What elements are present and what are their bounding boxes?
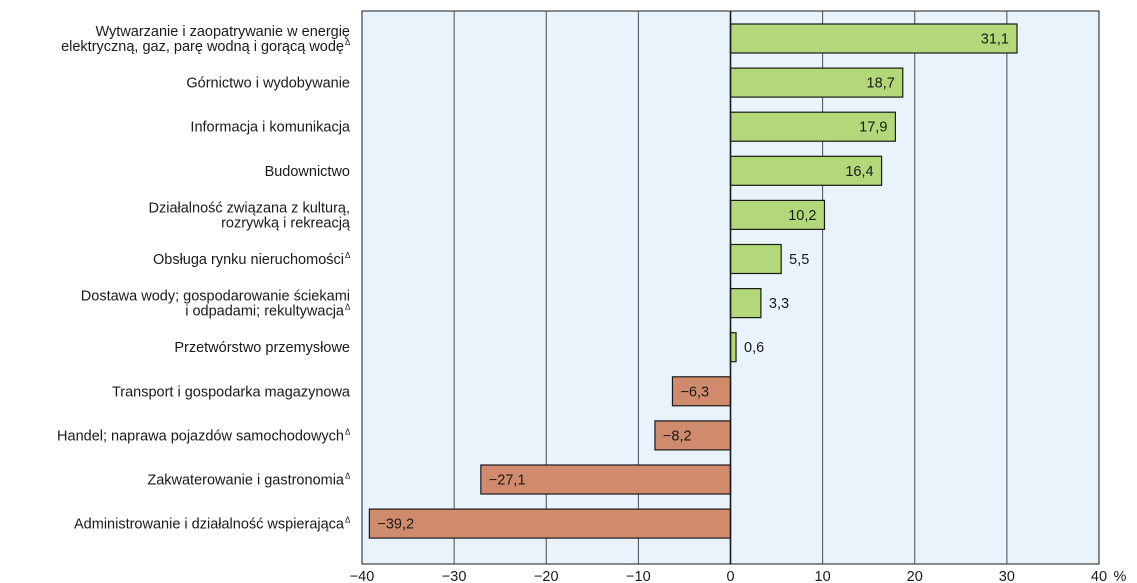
category-label: Handel; naprawa pojazdów samochodowych [57,428,344,444]
category-label: Działalność związana z kulturą, [149,200,350,216]
category-mark: Δ [345,472,351,481]
x-tick-label: −20 [534,569,559,583]
bar [671,376,732,407]
data-label: 0,6 [744,340,764,356]
bar [729,332,737,363]
data-label: −6,3 [680,384,709,400]
category-label: Informacja i komunikacja [190,120,350,136]
category-mark: Δ [345,38,351,47]
x-tick-label: 20 [907,569,923,583]
bar [368,508,732,539]
category-label: Górnictwo i wydobywanie [186,76,350,92]
category-label: Transport i gospodarka magazynowa [112,384,351,400]
category-mark: Δ [345,303,351,312]
data-label: 17,9 [859,120,887,136]
bar [480,464,732,495]
category-label: Przetwórstwo przemysłowe [174,340,350,356]
bar [729,288,762,319]
data-label: −8,2 [663,428,692,444]
x-tick-label: 10 [815,569,831,583]
data-label: −39,2 [377,517,414,533]
x-tick-label: −10 [626,569,651,583]
x-tick-label: −30 [442,569,467,583]
data-label: 5,5 [789,252,809,268]
category-label: elektryczną, gaz, parę wodną i gorącą wo… [61,39,344,55]
category-label: Budownictwo [265,164,350,180]
x-tick-label: 40 [1091,569,1107,583]
x-tick-label: −40 [350,569,375,583]
bar [729,111,897,142]
bar [729,199,826,230]
data-label: 31,1 [981,32,1009,48]
data-label: 10,2 [788,208,816,224]
data-label: 3,3 [769,296,789,312]
category-label: rozrywką i rekreacją [221,215,351,231]
category-label: Wytwarzanie i zaopatrywanie w energię [95,24,350,40]
x-tick-label: 30 [999,569,1015,583]
data-label: −27,1 [489,473,526,489]
bar [654,420,732,451]
category-mark: Δ [345,427,351,436]
bar [729,23,1018,54]
category-label: i odpadami; rekultywacja [185,304,345,320]
category-mark: Δ [345,251,351,260]
category-label: Obsługa rynku nieruchomości [153,252,344,268]
bar [729,243,782,275]
x-tick-label: 0 [726,569,734,583]
category-label: Administrowanie i działalność wspierając… [74,517,345,533]
category-label: Dostawa wody; gospodarowanie ściekami [81,289,350,305]
category-label: Zakwaterowanie i gastronomia [147,473,345,489]
data-label: 18,7 [867,76,895,92]
data-label: 16,4 [845,164,873,180]
category-mark: Δ [345,516,351,525]
bar [729,155,883,186]
x-axis-unit: % [1114,569,1127,583]
